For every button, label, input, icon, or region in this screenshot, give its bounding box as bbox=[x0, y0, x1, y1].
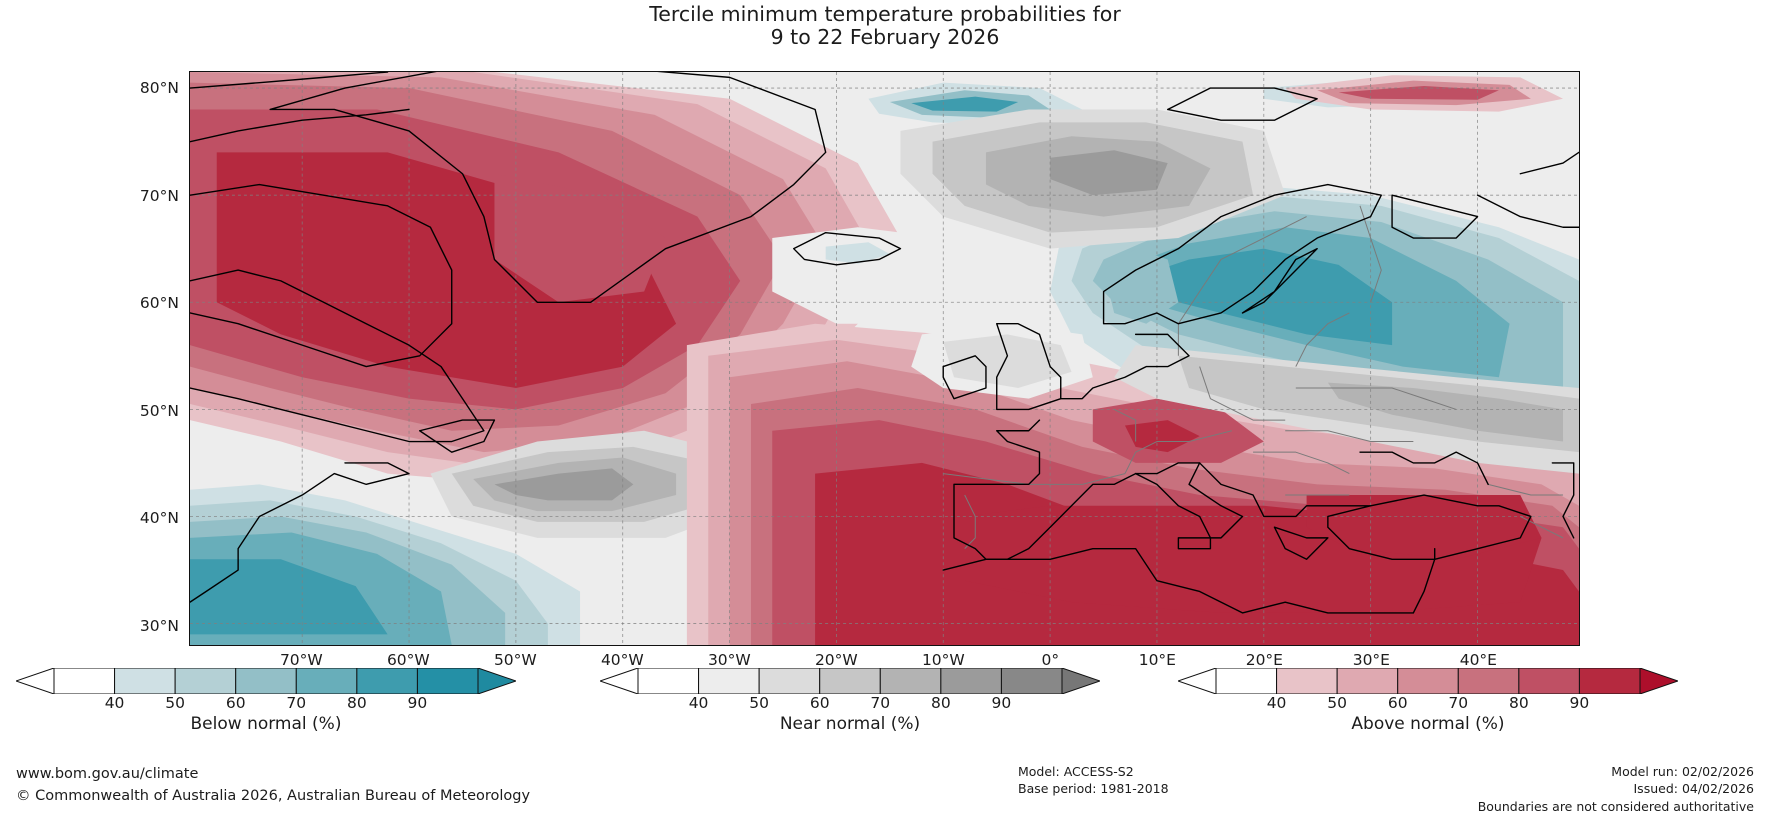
colorbar-tick-near-normal-40: 40 bbox=[688, 694, 709, 712]
colorbar-tick-near-normal-90: 90 bbox=[991, 694, 1012, 712]
colorbar-tick-below-normal-70: 70 bbox=[286, 694, 307, 712]
colorbar-tick-near-normal-80: 80 bbox=[930, 694, 951, 712]
colorbar-tick-above-normal-90: 90 bbox=[1569, 694, 1590, 712]
colorbar-tick-above-normal-40: 40 bbox=[1266, 694, 1287, 712]
model-name: Model: ACCESS-S2 bbox=[1018, 764, 1134, 779]
lon-tick-40: 40°E bbox=[1459, 651, 1497, 669]
map-panel[interactable] bbox=[189, 71, 1580, 646]
base-period: Base period: 1981-2018 bbox=[1018, 781, 1169, 796]
lon-tick--20: 20°W bbox=[814, 651, 858, 669]
title-line-1: Tercile minimum temperature probabilitie… bbox=[649, 2, 1121, 26]
colorbar-tick-near-normal-70: 70 bbox=[870, 694, 891, 712]
probability-field bbox=[190, 72, 1579, 645]
colorbar-tick-below-normal-50: 50 bbox=[165, 694, 185, 712]
lon-tick-0: 0° bbox=[1041, 651, 1060, 669]
lon-tick-20: 20°E bbox=[1245, 651, 1283, 669]
colorbar-caption-below-normal: Below normal (%) bbox=[190, 714, 342, 734]
lat-tick-60: 60°N bbox=[139, 294, 179, 313]
probability-map[interactable] bbox=[190, 72, 1579, 645]
lat-tick-40: 40°N bbox=[139, 509, 179, 528]
colorbar-tick-above-normal-70: 70 bbox=[1448, 694, 1469, 712]
lon-tick--50: 50°W bbox=[493, 651, 537, 669]
lat-tick-70: 70°N bbox=[139, 186, 179, 205]
lon-tick-30: 30°E bbox=[1352, 651, 1390, 669]
colorbar-caption-above-normal: Above normal (%) bbox=[1351, 714, 1505, 734]
title-line-2: 9 to 22 February 2026 bbox=[770, 25, 1000, 49]
model-run-date: Model run: 02/02/2026 bbox=[1611, 764, 1754, 779]
colorbar-tick-above-normal-50: 50 bbox=[1327, 694, 1347, 712]
colorbar-tick-near-normal-50: 50 bbox=[749, 694, 769, 712]
lon-tick--30: 30°W bbox=[707, 651, 751, 669]
graticule bbox=[190, 72, 1579, 645]
colorbar-swatches-above-normal bbox=[1178, 668, 1678, 694]
colorbar-tick-near-normal-60: 60 bbox=[809, 694, 830, 712]
lat-tick-30: 30°N bbox=[139, 616, 179, 635]
colorbar-above-normal: 40 50 60 70 80 90 Above normal (%) bbox=[1178, 668, 1678, 734]
colorbar-caption-near-normal: Near normal (%) bbox=[779, 714, 921, 734]
colorbar-ticks-above-normal: 40 50 60 70 80 90 bbox=[1178, 694, 1678, 714]
lat-tick-50: 50°N bbox=[139, 401, 179, 420]
colorbar-tick-below-normal-60: 60 bbox=[225, 694, 246, 712]
colorbar-ticks-below-normal: 40 50 60 70 80 90 bbox=[16, 694, 516, 714]
colorbar-tick-above-normal-80: 80 bbox=[1508, 694, 1529, 712]
boundaries-disclaimer: Boundaries are not considered authoritat… bbox=[1477, 799, 1754, 814]
colorbar-tick-below-normal-90: 90 bbox=[407, 694, 428, 712]
lon-tick-10: 10°E bbox=[1138, 651, 1176, 669]
colorbar-near-normal: 40 50 60 70 80 90 Near normal (%) bbox=[600, 668, 1100, 734]
issued-date: Issued: 04/02/2026 bbox=[1633, 781, 1755, 796]
copyright-text: © Commonwealth of Australia 2026, Austra… bbox=[16, 788, 531, 804]
colorbar-ticks-near-normal: 40 50 60 70 80 90 bbox=[600, 694, 1100, 714]
page-title: Tercile minimum temperature probabilitie… bbox=[0, 0, 1770, 49]
colorbar-below-normal: 40 50 60 70 80 90 Below normal (%) bbox=[16, 668, 516, 734]
colorbar-tick-below-normal-40: 40 bbox=[104, 694, 125, 712]
lon-tick--70: 70°W bbox=[279, 651, 323, 669]
colorbar-swatches-below-normal bbox=[16, 668, 516, 694]
coastlines bbox=[190, 72, 1579, 614]
lon-tick--60: 60°W bbox=[386, 651, 430, 669]
lon-tick--40: 40°W bbox=[600, 651, 644, 669]
bom-url[interactable]: www.bom.gov.au/climate bbox=[16, 766, 199, 782]
colorbar-tick-above-normal-60: 60 bbox=[1387, 694, 1408, 712]
colorbar-swatches-near-normal bbox=[600, 668, 1100, 694]
lat-tick-80: 80°N bbox=[139, 79, 179, 98]
lon-tick--10: 10°W bbox=[921, 651, 965, 669]
colorbar-tick-below-normal-80: 80 bbox=[346, 694, 367, 712]
